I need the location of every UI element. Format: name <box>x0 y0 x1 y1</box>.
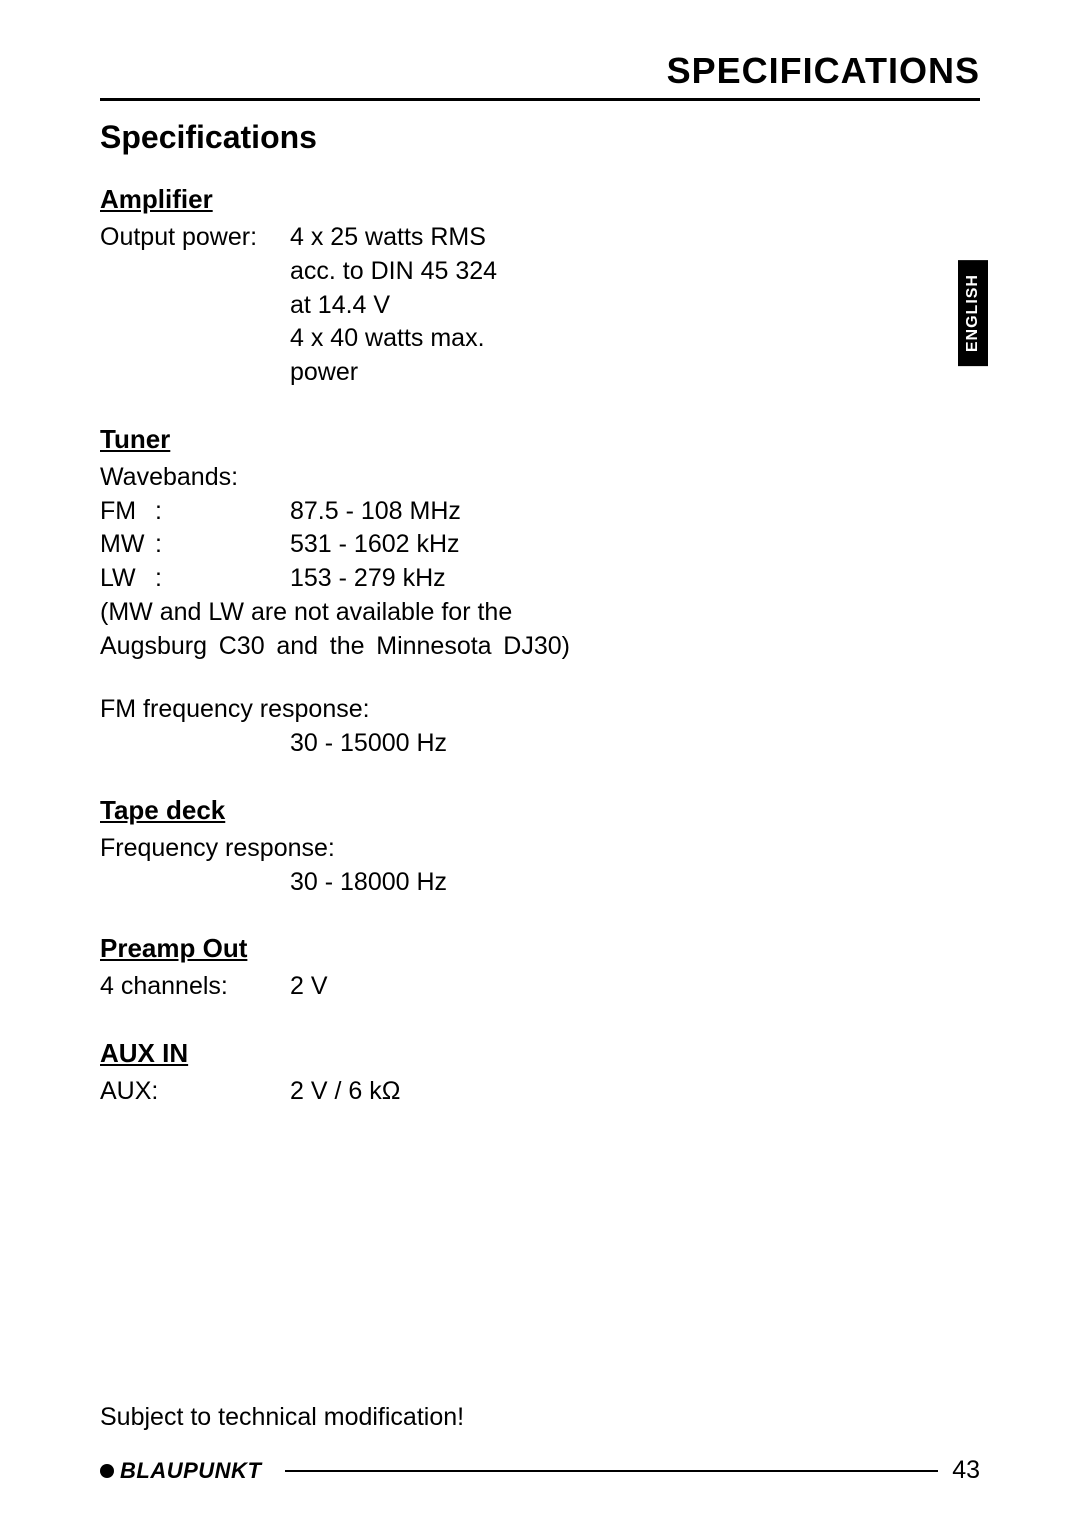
band-range-fm: 87.5 - 108 MHz <box>185 495 570 529</box>
section-heading-aux-in: AUX IN <box>100 1038 570 1069</box>
main-title: Specifications <box>100 119 980 156</box>
content-column: Amplifier Output power: 4 x 25 watts RMS… <box>100 184 570 1109</box>
preamp-row: 4 channels: 2 V <box>100 970 570 1004</box>
band-range-lw: 153 - 279 kHz <box>185 562 570 596</box>
band-colon: : <box>155 562 185 596</box>
amplifier-value-1: acc. to DIN 45 324 <box>100 255 570 289</box>
band-name-lw: LW <box>100 562 155 596</box>
header-title: SPECIFICATIONS <box>100 50 980 101</box>
band-colon: : <box>155 495 185 529</box>
section-heading-preamp-out: Preamp Out <box>100 933 570 964</box>
tuner-wavebands-label: Wavebands: <box>100 461 570 495</box>
amplifier-value-4: power <box>100 356 570 390</box>
section-heading-tuner: Tuner <box>100 424 570 455</box>
amplifier-value-0: 4 x 25 watts RMS <box>290 221 570 255</box>
footer: Subject to technical modification! BLAUP… <box>100 1403 980 1485</box>
footer-subject: Subject to technical modification! <box>100 1403 980 1432</box>
footer-rule <box>285 1470 938 1472</box>
tape-deck-label: Frequency response: <box>100 832 570 866</box>
section-heading-amplifier: Amplifier <box>100 184 570 215</box>
brand-text: BLAUPUNKT <box>120 1458 261 1484</box>
tuner-band-fm: FM : 87.5 - 108 MHz <box>100 495 570 529</box>
band-range-mw: 531 - 1602 kHz <box>185 528 570 562</box>
tuner-fm-response-value: 30 - 15000 Hz <box>100 727 570 761</box>
tape-deck-value: 30 - 18000 Hz <box>100 866 570 900</box>
section-heading-tape-deck: Tape deck <box>100 795 570 826</box>
aux-value: 2 V / 6 kΩ <box>290 1075 570 1109</box>
aux-row: AUX: 2 V / 6 kΩ <box>100 1075 570 1109</box>
amplifier-value-3: 4 x 40 watts max. <box>100 322 570 356</box>
amplifier-value-2: at 14.4 V <box>100 289 570 323</box>
tuner-band-mw: MW : 531 - 1602 kHz <box>100 528 570 562</box>
preamp-value: 2 V <box>290 970 570 1004</box>
footer-bar: BLAUPUNKT 43 <box>100 1456 980 1485</box>
brand-logo: BLAUPUNKT <box>100 1458 271 1484</box>
band-name-mw: MW <box>100 528 155 562</box>
aux-label: AUX: <box>100 1075 290 1109</box>
tuner-fm-response-label: FM frequency response: <box>100 693 570 727</box>
amplifier-label: Output power: <box>100 221 290 255</box>
band-colon: : <box>155 528 185 562</box>
page-number: 43 <box>952 1456 980 1485</box>
brand-dot-icon <box>100 1464 114 1478</box>
tuner-band-lw: LW : 153 - 279 kHz <box>100 562 570 596</box>
tuner-note-line1: (MW and LW are not available for the <box>100 596 570 630</box>
amplifier-row: Output power: 4 x 25 watts RMS <box>100 221 570 255</box>
language-tab: ENGLISH <box>958 260 988 366</box>
band-name-fm: FM <box>100 495 155 529</box>
preamp-label: 4 channels: <box>100 970 290 1004</box>
page: SPECIFICATIONS Specifications Amplifier … <box>0 0 1080 1525</box>
tuner-note-line2: Augsburg C30 and the Minnesota DJ30) <box>100 630 570 664</box>
